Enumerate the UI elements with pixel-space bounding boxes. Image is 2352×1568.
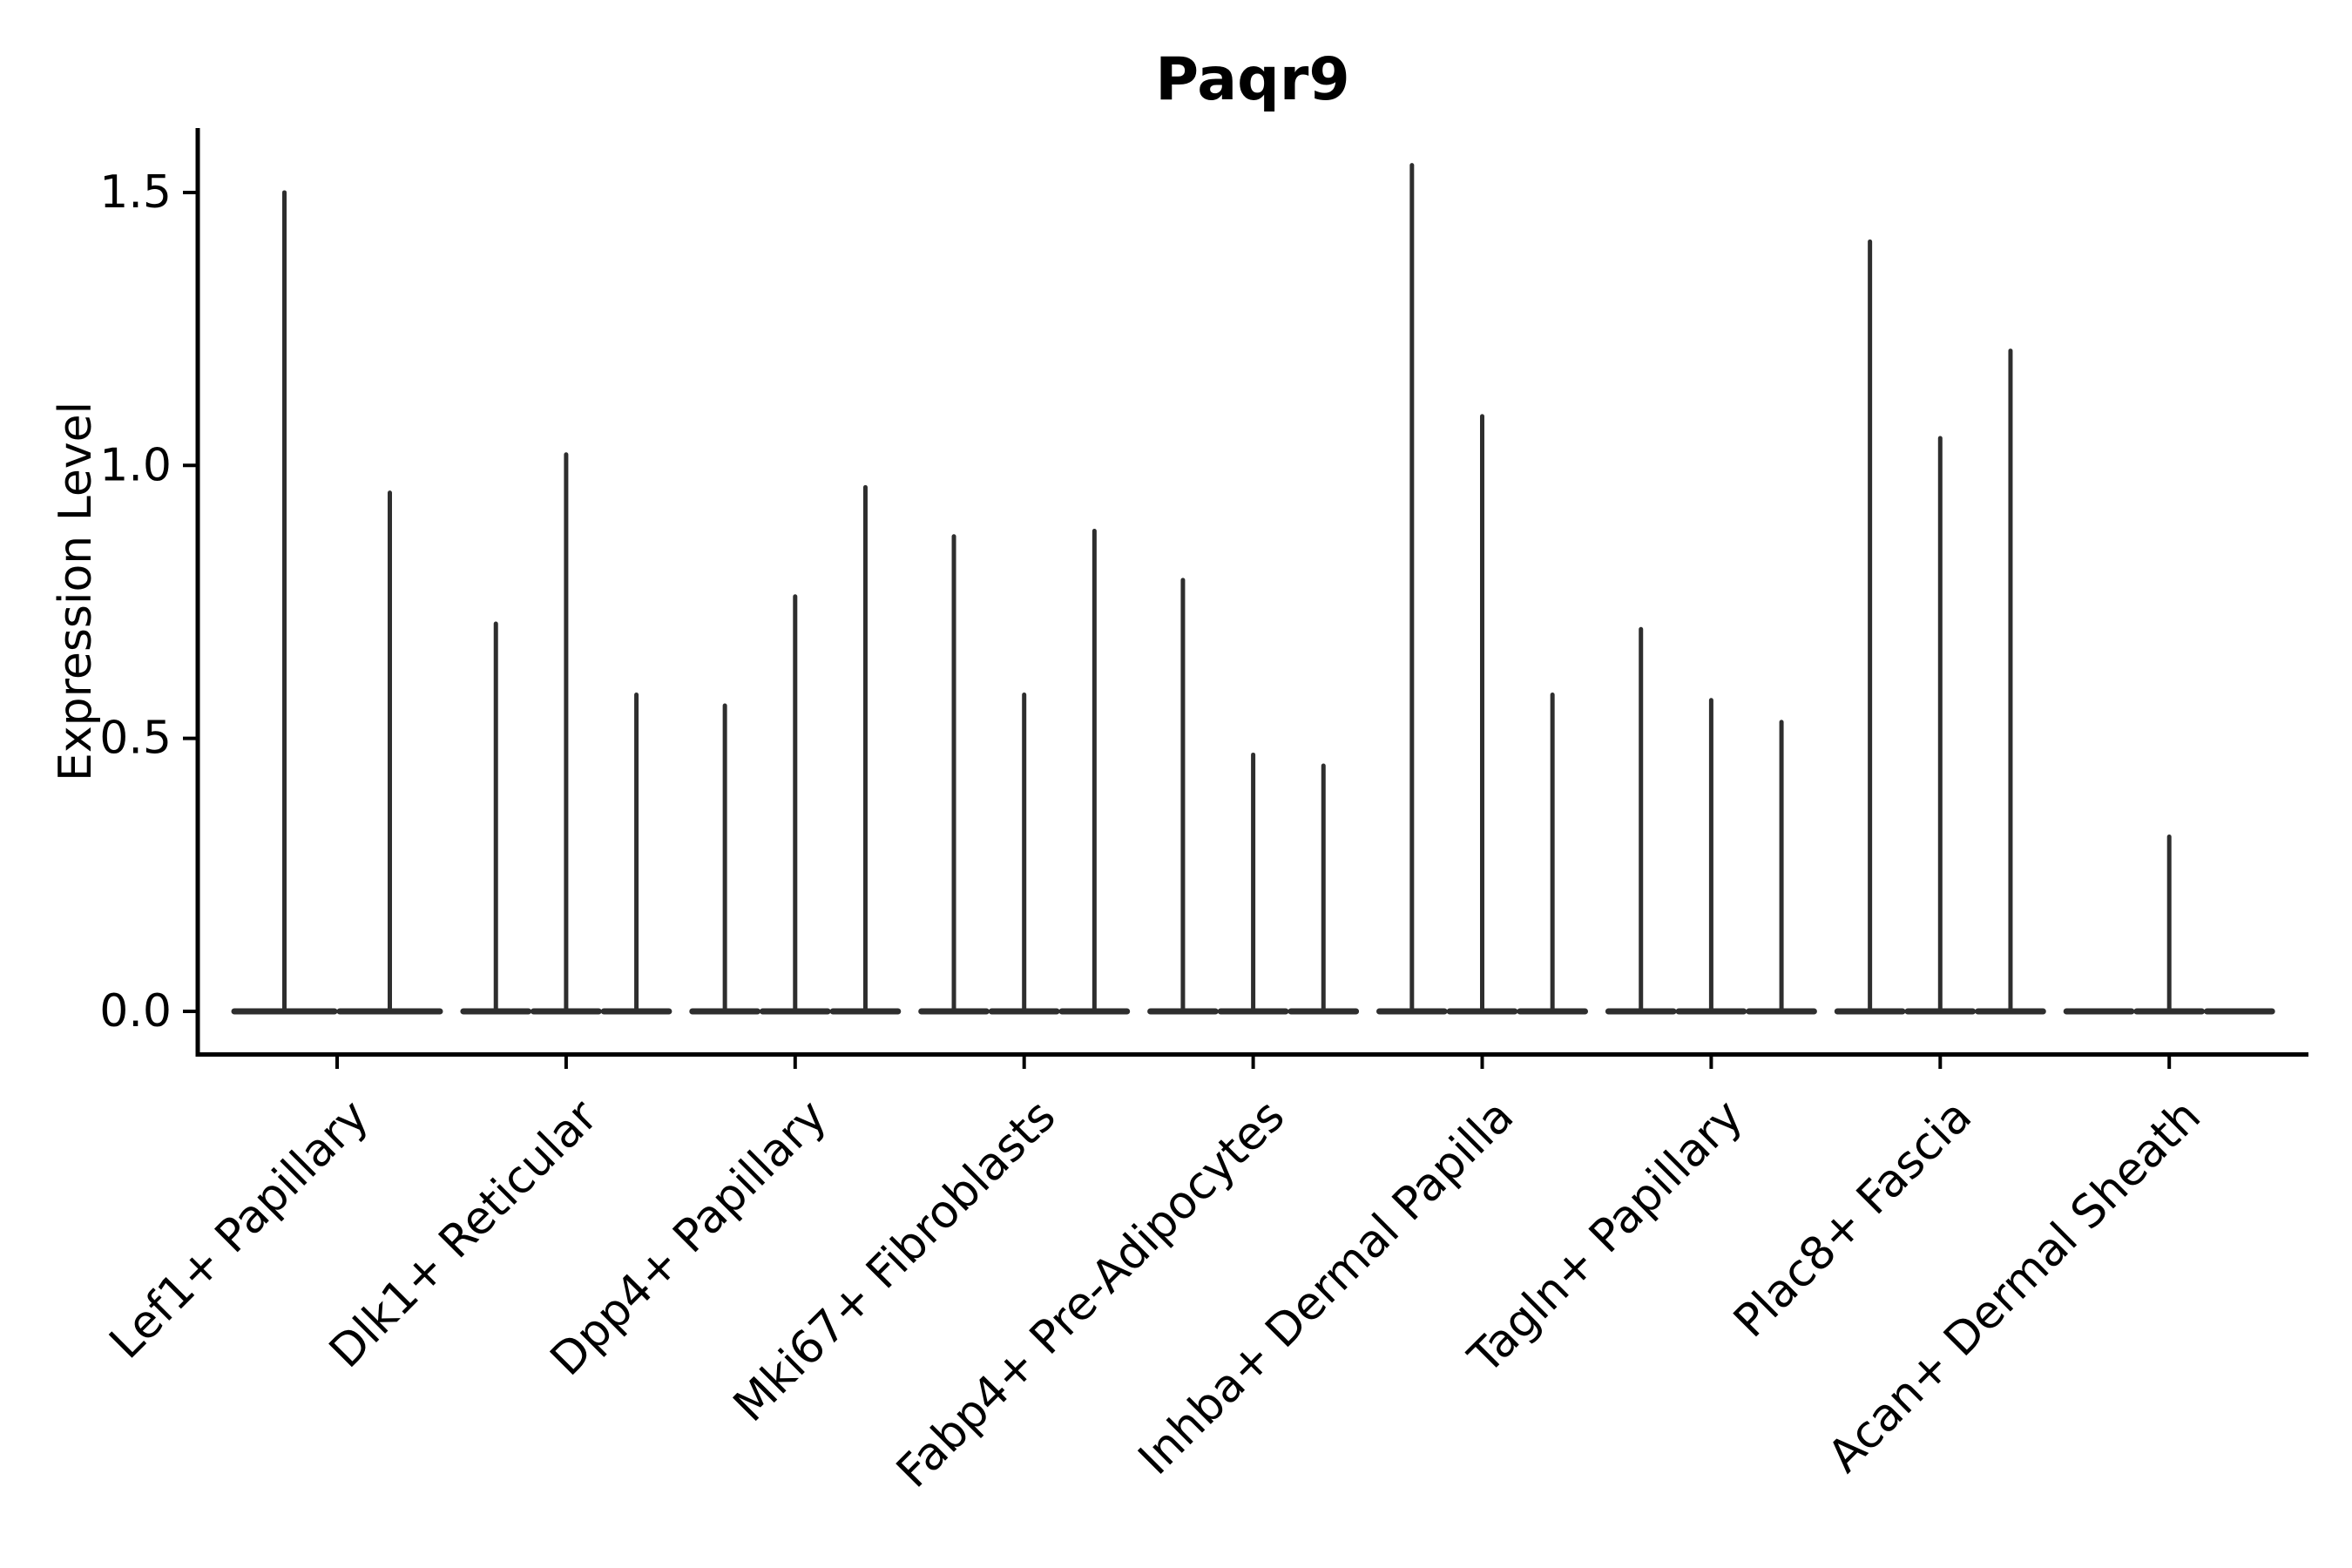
x-category-label: Plac8+ Fascia xyxy=(1724,1090,1982,1348)
x-axis-ticks xyxy=(335,1054,2172,1069)
violin-group xyxy=(1834,239,2046,1015)
y-tick-label: 0.0 xyxy=(99,985,172,1037)
y-tick-label: 1.0 xyxy=(99,439,172,491)
violin-group xyxy=(2063,834,2275,1015)
violin-group xyxy=(1147,578,1360,1015)
violin-group xyxy=(231,190,443,1015)
violin-group xyxy=(1376,163,1588,1015)
chart-title: Paqr9 xyxy=(1155,45,1349,114)
violin-group xyxy=(460,452,672,1015)
violin-group xyxy=(918,529,1131,1015)
x-category-label: Acan+ Dermal Sheath xyxy=(1818,1090,2211,1483)
y-axis-label: Expression Level xyxy=(50,402,102,781)
violin-group xyxy=(1605,626,1817,1015)
x-category-label: Inhba+ Dermal Papilla xyxy=(1129,1090,1524,1484)
y-axis-ticks: 0.0 0.5 1.0 1.5 xyxy=(99,166,198,1037)
violin-group xyxy=(689,484,902,1015)
y-tick-label: 1.5 xyxy=(99,166,172,219)
violins-layer xyxy=(231,163,2275,1015)
x-category-label: Fabp4+ Pre-Adipocytes xyxy=(887,1090,1294,1497)
y-tick-label: 0.5 xyxy=(99,713,172,765)
